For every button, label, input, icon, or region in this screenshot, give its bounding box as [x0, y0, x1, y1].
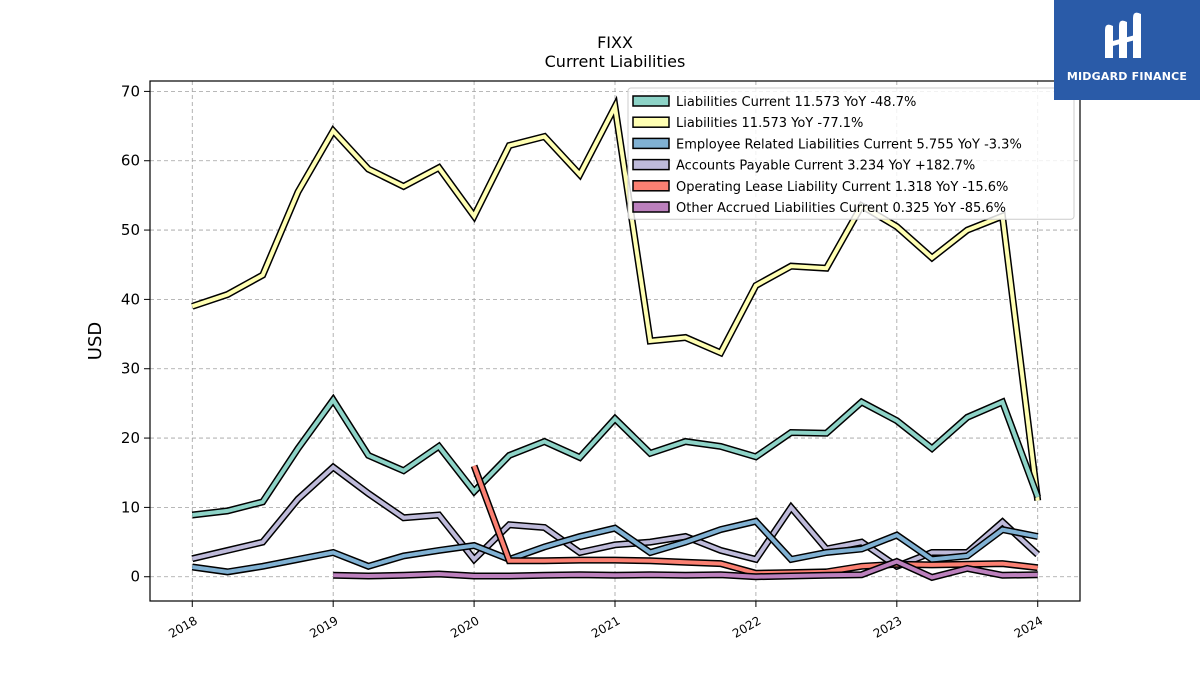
series-liabilities-current	[191, 393, 1041, 519]
legend-swatch	[632, 201, 670, 213]
x-tick-label: 2022	[730, 613, 763, 640]
legend-swatch	[632, 137, 670, 150]
series-line	[333, 559, 1038, 580]
y-axis-label: USD	[85, 322, 106, 360]
legend-label: Other Accrued Liabilities Current 0.325 …	[676, 201, 1006, 216]
y-tick-label: 30	[121, 360, 140, 378]
x-axis-ticks: 2018 2019 2020 2021 2022 2023 2024	[166, 601, 1045, 641]
brand-name: MIDGARD FINANCE	[1066, 70, 1188, 83]
legend-label: Liabilities 11.573 YoY -77.1%	[676, 116, 863, 131]
legend-label: Liabilities Current 11.573 YoY -48.7%	[676, 95, 916, 110]
x-tick-label: 2020	[448, 613, 481, 640]
legend-swatch	[632, 180, 670, 192]
legend-swatch	[632, 158, 670, 171]
series-line	[191, 100, 1040, 501]
legend-label: Employee Related Liabilities Current 5.7…	[676, 137, 1022, 152]
x-tick-label: 2023	[871, 613, 904, 640]
series-lines	[191, 95, 1042, 582]
x-tick-label: 2018	[166, 613, 199, 640]
series-other-accrued-liabilities-current	[333, 557, 1038, 582]
y-tick-label: 50	[121, 221, 140, 239]
y-tick-label: 0	[130, 568, 140, 586]
series-liabilities	[191, 95, 1042, 501]
y-tick-label: 60	[121, 152, 140, 170]
brand-logo: MIDGARD FINANCE	[1054, 0, 1200, 100]
series-line	[192, 396, 1040, 517]
legend-label: Operating Lease Liability Current 1.318 …	[676, 180, 1008, 195]
chart-legend: Liabilities Current 11.573 YoY -48.7% Lia…	[627, 87, 1075, 220]
legend-swatch	[632, 116, 670, 128]
midgard-logo-icon	[1105, 12, 1141, 59]
gridlines	[150, 81, 1080, 601]
x-tick-label: 2021	[589, 613, 622, 640]
x-tick-label: 2019	[307, 613, 340, 640]
legend-label: Accounts Payable Current 3.234 YoY +182.…	[676, 159, 975, 174]
legend-swatch	[632, 95, 670, 107]
y-tick-label: 70	[121, 82, 140, 100]
y-tick-label: 40	[121, 290, 140, 308]
y-tick-label: 20	[121, 429, 140, 447]
x-tick-label: 2024	[1012, 613, 1045, 640]
chart-title: FIXX	[597, 33, 633, 52]
legend-box	[627, 87, 1075, 220]
series-line	[192, 519, 1039, 574]
y-axis-ticks: 0 10 20 30 40 50 60 70	[121, 82, 150, 586]
y-tick-label: 10	[121, 498, 140, 516]
chart-subtitle: Current Liabilities	[545, 52, 686, 71]
series-employee-related-liabilities-current	[191, 517, 1039, 576]
